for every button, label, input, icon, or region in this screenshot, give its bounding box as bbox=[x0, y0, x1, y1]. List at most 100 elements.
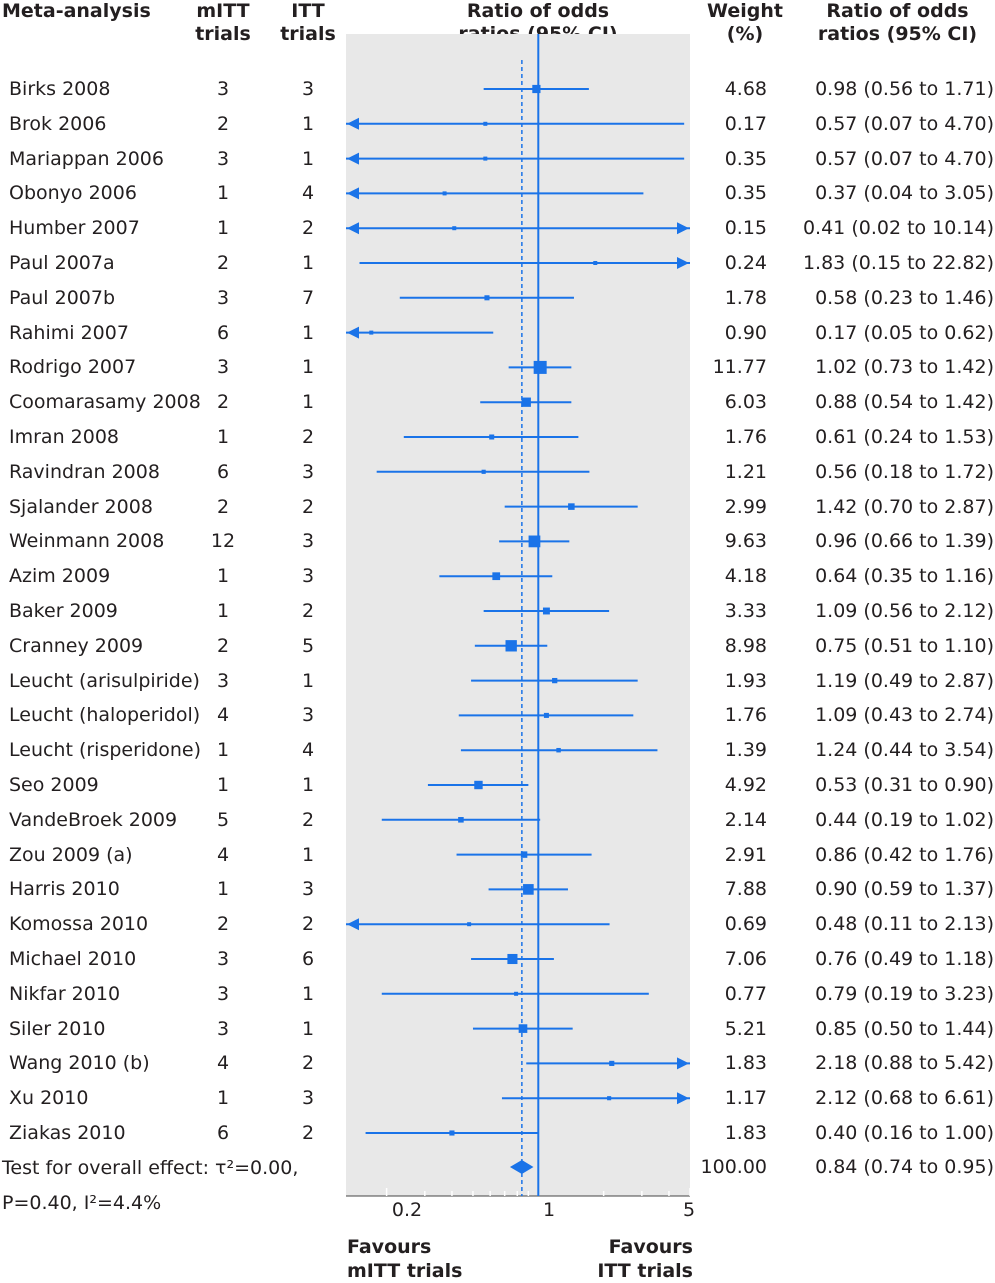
header-mitt-line2: trials bbox=[195, 23, 251, 45]
study-name: Wang 2010 (b) bbox=[9, 1052, 150, 1075]
study-name: Komossa 2010 bbox=[9, 913, 149, 936]
header-mitt-line1: mITT bbox=[196, 0, 250, 22]
point-estimate bbox=[552, 677, 558, 684]
ci-text: 0.37 (0.04 to 3.05) bbox=[815, 182, 994, 205]
itt-count: 2 bbox=[301, 426, 315, 448]
point-estimate bbox=[518, 1024, 528, 1033]
study-name: Obonyo 2006 bbox=[9, 182, 137, 205]
overall-diamond bbox=[509, 1160, 534, 1174]
ci-text: 1.42 (0.70 to 2.87) bbox=[815, 495, 994, 518]
table-row: Paul 2007a 2 1 0.24 1.83 (0.15 to 22.82) bbox=[0, 246, 995, 281]
header-meta-analysis: Meta-analysis bbox=[2, 0, 151, 23]
header-weight-line2: (%) bbox=[726, 23, 764, 45]
mitt-count: 2 bbox=[216, 634, 230, 657]
table-row: Xu 2010 1 3 1.17 2.12 (0.68 to 6.61) bbox=[0, 1081, 995, 1116]
point-estimate bbox=[458, 817, 464, 823]
table-row: Brok 2006 2 1 0.17 0.57 (0.07 to 4.70) bbox=[0, 107, 995, 142]
itt-count: 1 bbox=[301, 147, 315, 170]
point-estimate bbox=[609, 1060, 615, 1066]
weight-value: 7.88 bbox=[724, 878, 767, 901]
weight-value: 0.35 bbox=[724, 147, 767, 170]
overall-weight: 100.00 bbox=[700, 1156, 767, 1178]
mitt-count: 12 bbox=[210, 530, 236, 553]
itt-count: 3 bbox=[301, 78, 315, 100]
tick-label-0-2: 0.2 bbox=[391, 1199, 423, 1221]
mitt-count: 4 bbox=[216, 704, 230, 727]
ci-arrow-left bbox=[347, 187, 359, 200]
weight-value: 4.68 bbox=[724, 78, 767, 100]
weight-value: 1.17 bbox=[724, 1087, 767, 1110]
itt-count: 2 bbox=[301, 808, 315, 831]
table-row: Zou 2009 (a) 4 1 2.91 0.86 (0.42 to 1.76) bbox=[0, 838, 995, 873]
study-name: Azim 2009 bbox=[9, 565, 111, 588]
table-row: Baker 2009 1 2 3.33 1.09 (0.56 to 2.12) bbox=[0, 594, 995, 629]
weight-value: 8.98 bbox=[724, 634, 767, 657]
mitt-count: 6 bbox=[216, 1122, 230, 1144]
header-meta-analysis-label: Meta-analysis bbox=[2, 0, 151, 22]
table-row: Ziakas 2010 6 2 1.83 0.40 (0.16 to 1.00) bbox=[0, 1116, 995, 1151]
ci-arrow-right bbox=[677, 257, 689, 269]
overall-effect-line1: Test for overall effect: τ²=0.00, bbox=[2, 1157, 299, 1179]
point-estimate bbox=[484, 295, 490, 301]
point-estimate bbox=[442, 191, 447, 196]
mitt-count: 1 bbox=[216, 426, 230, 448]
ci-text: 0.61 (0.24 to 1.53) bbox=[815, 426, 994, 448]
table-row: Cranney 2009 2 5 8.98 0.75 (0.51 to 1.10) bbox=[0, 629, 995, 664]
mitt-count: 4 bbox=[216, 1052, 230, 1075]
weight-value: 7.06 bbox=[724, 948, 767, 970]
table-row: Rahimi 2007 6 1 0.90 0.17 (0.05 to 0.62) bbox=[0, 316, 995, 351]
weight-value: 1.83 bbox=[724, 1052, 767, 1075]
study-name: Humber 2007 bbox=[9, 217, 140, 240]
weight-value: 2.91 bbox=[724, 843, 767, 866]
ci-text: 0.90 (0.59 to 1.37) bbox=[815, 878, 994, 901]
point-estimate bbox=[507, 953, 518, 965]
mitt-count: 1 bbox=[216, 878, 230, 901]
weight-value: 2.14 bbox=[724, 808, 767, 831]
weight-value: 0.35 bbox=[724, 182, 767, 205]
header-ratio-plot-line1: Ratio of odds bbox=[466, 0, 610, 22]
itt-count: 3 bbox=[301, 878, 315, 901]
mitt-count: 5 bbox=[216, 808, 230, 831]
study-name: Leucht (haloperidol) bbox=[9, 704, 201, 727]
mitt-count: 3 bbox=[216, 1017, 230, 1040]
point-estimate bbox=[556, 747, 561, 753]
table-row: Wang 2010 (b) 4 2 1.83 2.18 (0.88 to 5.42) bbox=[0, 1046, 995, 1081]
table-row: Leucht (haloperidol) 4 3 1.76 1.09 (0.43 to … bbox=[0, 698, 995, 733]
weight-value: 0.77 bbox=[724, 982, 767, 1005]
favours-mitt-line1: Favours bbox=[347, 1236, 432, 1258]
table-row: Humber 2007 1 2 0.15 0.41 (0.02 to 10.14) bbox=[0, 211, 995, 246]
table-row: Komossa 2010 2 2 0.69 0.48 (0.11 to 2.13) bbox=[0, 907, 995, 942]
study-name: Rahimi 2007 bbox=[9, 321, 129, 344]
header-ratio-ci: Ratio of odds ratios (95% CI) bbox=[800, 0, 995, 46]
itt-count: 4 bbox=[301, 739, 315, 762]
mitt-count: 1 bbox=[216, 182, 230, 205]
table-row: Rodrigo 2007 3 1 11.77 1.02 (0.73 to 1.42) bbox=[0, 350, 995, 385]
ci-text: 1.83 (0.15 to 22.82) bbox=[802, 252, 994, 274]
ci-arrow-left bbox=[347, 117, 359, 130]
overall-ci-text: 0.84 (0.74 to 0.95) bbox=[815, 1156, 994, 1178]
ci-text: 0.40 (0.16 to 1.00) bbox=[815, 1122, 994, 1144]
ci-arrow-left bbox=[347, 222, 359, 235]
header-ratio-ci-line1: Ratio of odds bbox=[826, 0, 969, 22]
table-row: Coomarasamy 2008 2 1 6.03 0.88 (0.54 to 1.42… bbox=[0, 385, 995, 420]
itt-count: 1 bbox=[301, 356, 315, 379]
itt-count: 3 bbox=[301, 460, 315, 483]
table-row: VandeBroek 2009 5 2 2.14 0.44 (0.19 to 1.02) bbox=[0, 803, 995, 838]
weight-value: 2.99 bbox=[724, 495, 767, 518]
point-estimate bbox=[523, 884, 534, 895]
mitt-count: 1 bbox=[216, 217, 230, 240]
weight-value: 1.93 bbox=[724, 669, 767, 692]
weight-value: 5.21 bbox=[724, 1017, 767, 1040]
point-estimate bbox=[521, 397, 531, 407]
ci-text: 0.96 (0.66 to 1.39) bbox=[815, 530, 994, 553]
table-row: Birks 2008 3 3 4.68 0.98 (0.56 to 1.71) bbox=[0, 72, 995, 107]
ci-arrow-left bbox=[347, 152, 359, 165]
point-estimate bbox=[593, 261, 598, 265]
weight-value: 9.63 bbox=[724, 530, 767, 553]
weight-value: 1.76 bbox=[724, 704, 767, 727]
ci-text: 0.48 (0.11 to 2.13) bbox=[815, 913, 994, 936]
study-name: Paul 2007a bbox=[9, 252, 115, 274]
study-name: Ziakas 2010 bbox=[9, 1122, 126, 1144]
header-itt-trials: ITT trials bbox=[275, 0, 341, 46]
ci-text: 0.56 (0.18 to 1.72) bbox=[815, 460, 994, 483]
